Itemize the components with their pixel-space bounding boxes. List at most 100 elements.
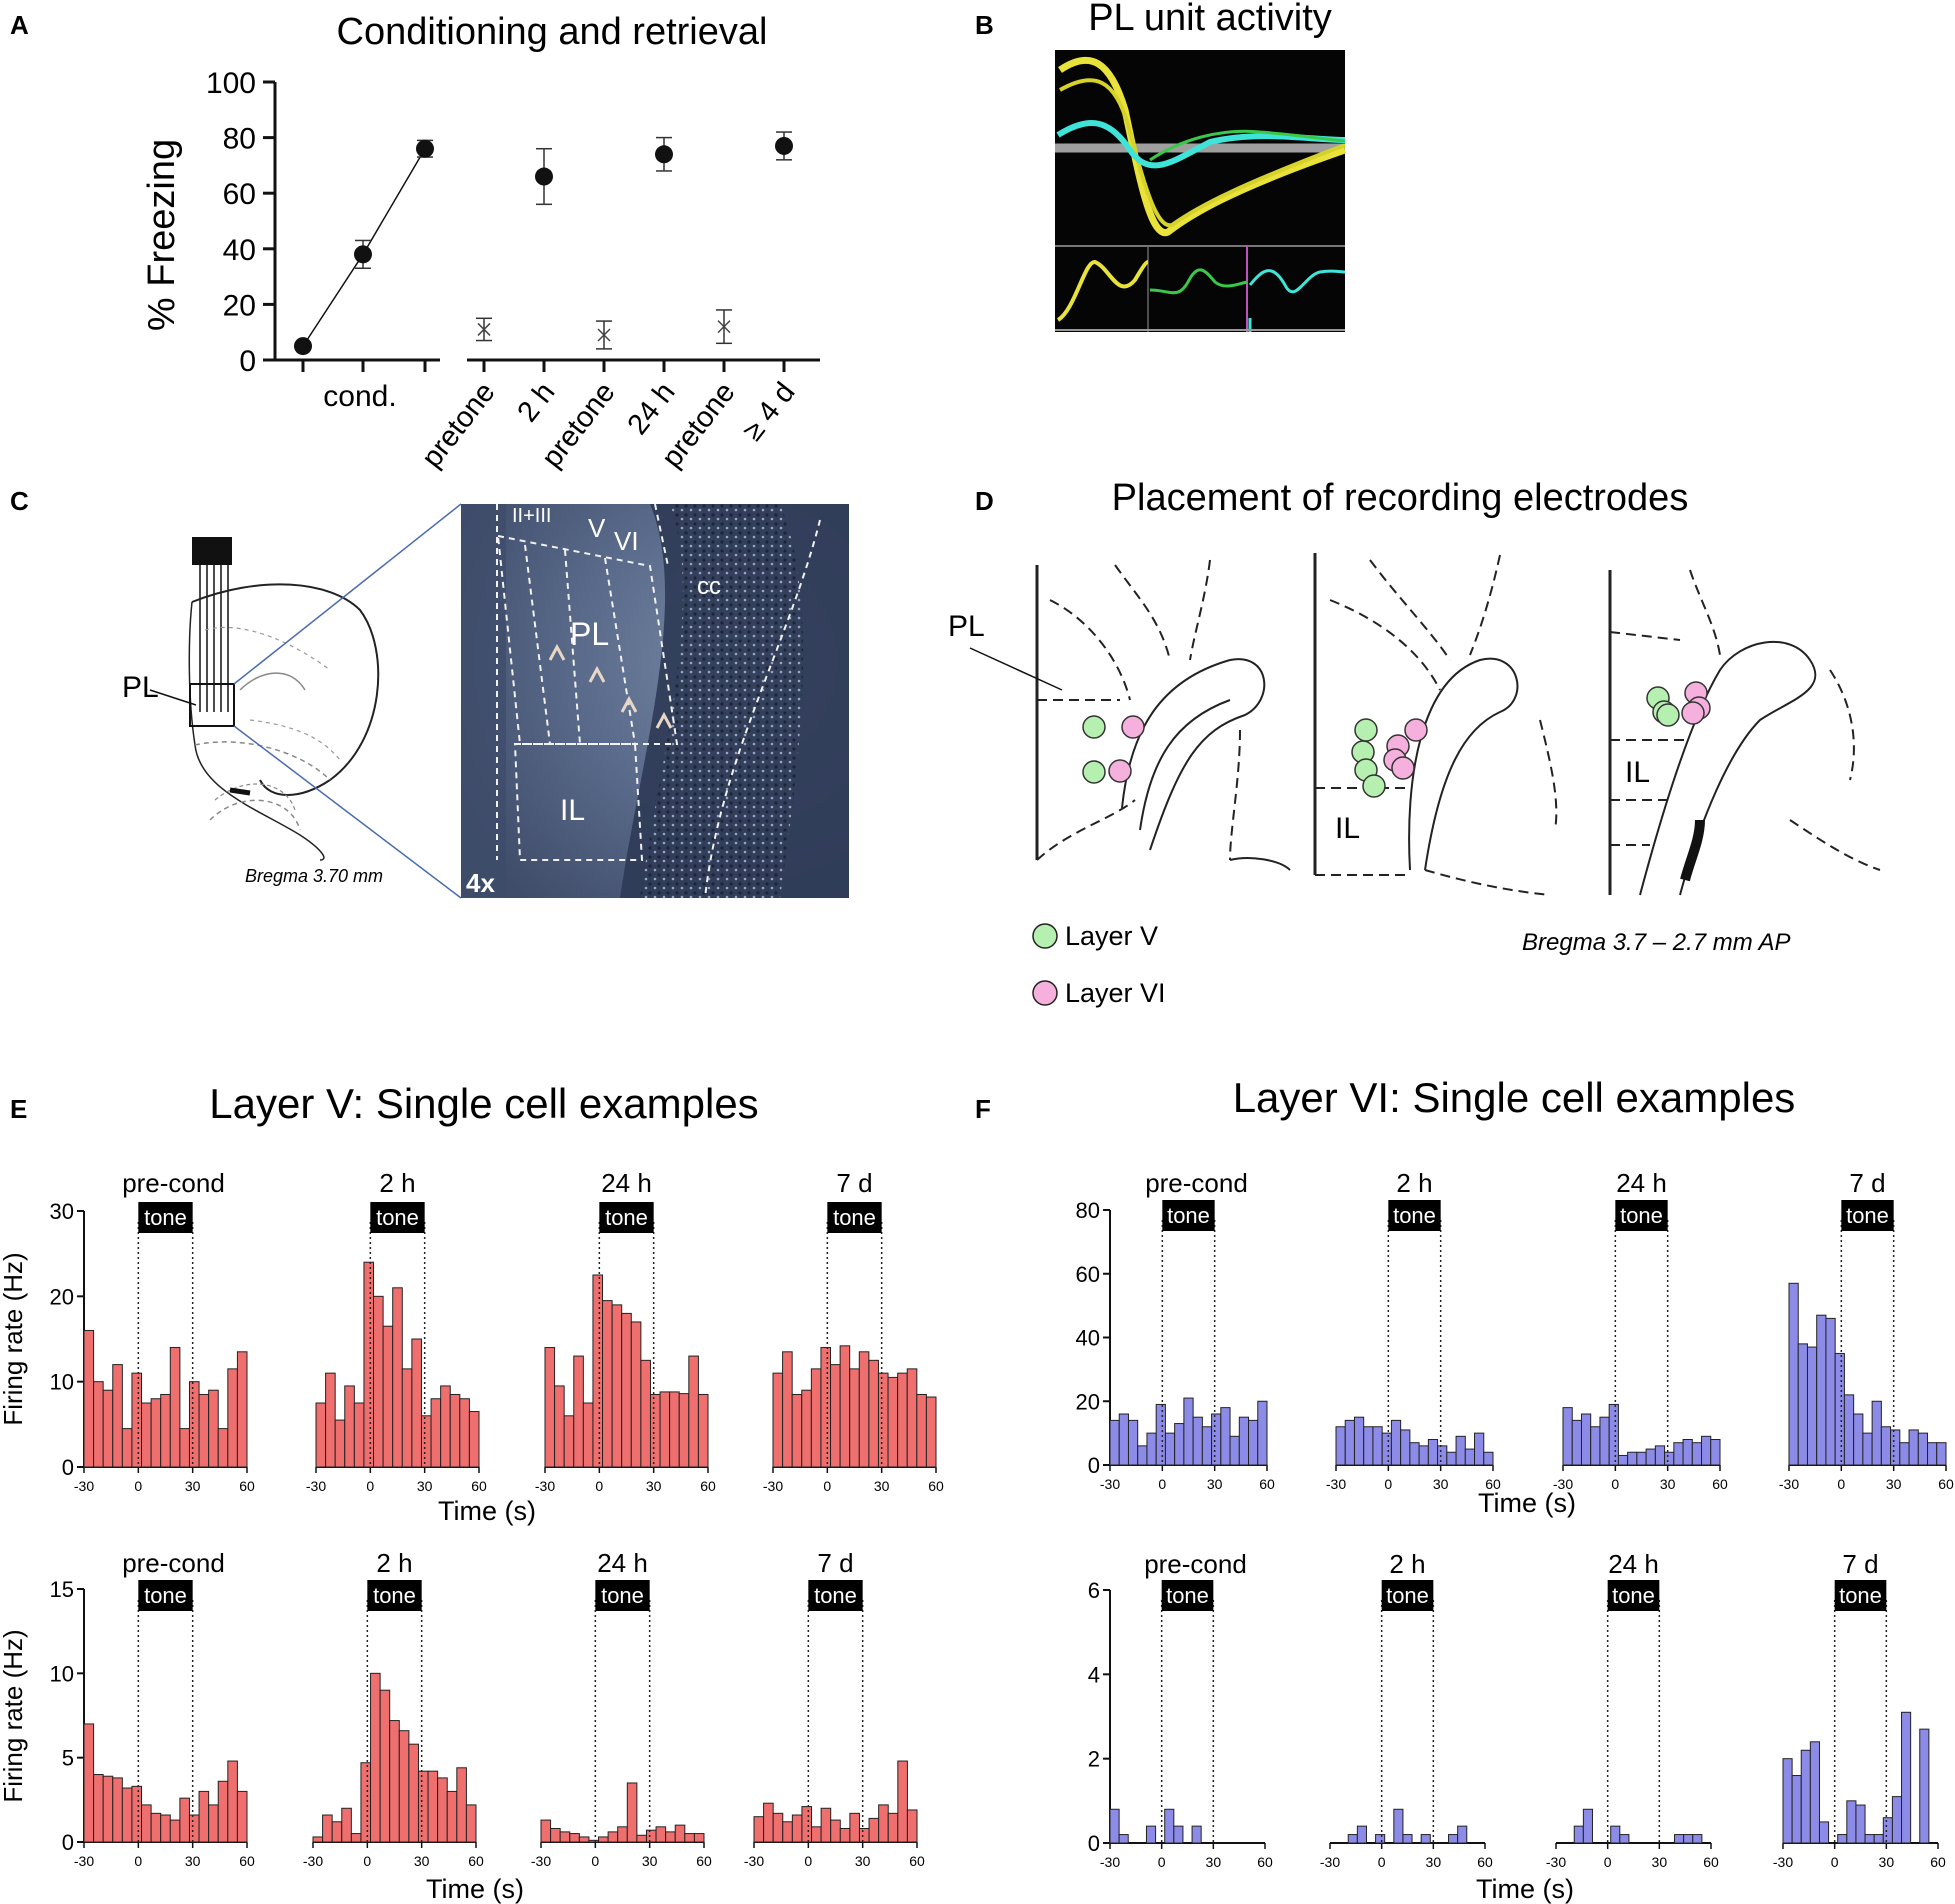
psth-E-bottom-3: -30 0 30 60 tone 7 d bbox=[744, 1548, 925, 1869]
psth-bar bbox=[1464, 1448, 1476, 1466]
psth-bar bbox=[312, 1836, 324, 1843]
panel-d-il-label-3: IL bbox=[1625, 756, 1650, 789]
psth-bar bbox=[684, 1833, 695, 1843]
psth-bar bbox=[93, 1381, 104, 1468]
psth-bar bbox=[801, 1389, 812, 1468]
psth-bar bbox=[598, 1836, 609, 1843]
electrode-dot bbox=[1108, 759, 1132, 783]
psth-bar bbox=[906, 1368, 918, 1468]
psth-x-tick-label: 30 bbox=[855, 1853, 871, 1869]
electrode-dot bbox=[1404, 718, 1428, 742]
panel-b-title: PL unit activity bbox=[1088, 0, 1332, 39]
psth-bar bbox=[916, 1393, 927, 1468]
electrode-dot bbox=[1082, 760, 1106, 784]
psth-bar bbox=[1599, 1416, 1610, 1466]
psth-bar bbox=[1192, 1416, 1203, 1466]
panel-letter-c: C bbox=[10, 486, 29, 516]
psth-bar bbox=[1474, 1432, 1485, 1466]
psth-bar bbox=[208, 1389, 219, 1468]
psth-bar bbox=[408, 1743, 419, 1843]
panel-letter-e: E bbox=[10, 1094, 27, 1124]
tone-box bbox=[1388, 1200, 1441, 1231]
panel-c: C PL Bregma 3.70 mm bbox=[10, 486, 849, 899]
psth-bar bbox=[169, 1347, 181, 1468]
psth-bar bbox=[839, 1345, 851, 1468]
psth-y-tick-label: 10 bbox=[50, 1661, 74, 1686]
tone-label: tone bbox=[1839, 1583, 1882, 1608]
psth-bar bbox=[592, 1274, 604, 1468]
psth-bar bbox=[353, 1402, 365, 1468]
tone-box bbox=[808, 1580, 863, 1611]
tone-box bbox=[1841, 1200, 1894, 1231]
psth-y-tick-label: 20 bbox=[50, 1284, 74, 1309]
psth-x-tick-label: 60 bbox=[1477, 1854, 1493, 1870]
psth-x-label: Time (s) bbox=[438, 1496, 536, 1526]
psth-bar bbox=[878, 1804, 889, 1843]
psth-bar bbox=[1871, 1400, 1882, 1466]
psth-bar bbox=[456, 1767, 467, 1843]
psth-bar bbox=[1393, 1808, 1404, 1844]
psth-bar bbox=[569, 1833, 580, 1843]
psth-bar bbox=[430, 1398, 442, 1468]
psth-bar bbox=[772, 1372, 784, 1468]
tone-box bbox=[1607, 1580, 1660, 1611]
psth-bar bbox=[573, 1355, 584, 1468]
psth-bar bbox=[1381, 1432, 1392, 1466]
psth-bar bbox=[131, 1372, 143, 1468]
psth-condition-label: 24 h bbox=[597, 1548, 648, 1578]
psth-y-tick-label: 15 bbox=[50, 1577, 74, 1602]
tone-box bbox=[827, 1202, 882, 1233]
panel-a-pretone-point bbox=[477, 322, 491, 336]
psth-bar bbox=[208, 1804, 219, 1843]
psth-bar bbox=[791, 1393, 803, 1468]
legend-label-layer-v: Layer V bbox=[1065, 921, 1158, 951]
psth-bar bbox=[1409, 1442, 1420, 1466]
psth-x-tick-label: 60 bbox=[928, 1478, 944, 1494]
psth-bar bbox=[626, 1782, 638, 1843]
psth-bar bbox=[925, 1396, 937, 1468]
panel-letter-d: D bbox=[975, 486, 994, 516]
psth-x-tick-label: -30 bbox=[1553, 1476, 1573, 1492]
psth-y-label: Firing rate (Hz) bbox=[0, 1629, 28, 1802]
panel-a-y-tick-label: 60 bbox=[223, 178, 256, 211]
tone-label: tone bbox=[1386, 1583, 1429, 1608]
psth-bar bbox=[1825, 1317, 1836, 1466]
psth-bar bbox=[830, 1364, 841, 1468]
psth-bar bbox=[1664, 1451, 1675, 1466]
psth-x-tick-label: 30 bbox=[1207, 1476, 1223, 1492]
psth-x-tick-label: 30 bbox=[1886, 1476, 1902, 1492]
psth-bar bbox=[160, 1393, 171, 1468]
psth-bar bbox=[868, 1817, 880, 1843]
psth-x-tick-label: 60 bbox=[1938, 1476, 1954, 1492]
psth-bar bbox=[839, 1828, 851, 1843]
electrode-dot bbox=[1391, 756, 1415, 780]
psth-x-tick-label: -30 bbox=[74, 1853, 94, 1869]
psth-x-tick-label: 0 bbox=[134, 1478, 142, 1494]
psth-bar bbox=[1109, 1808, 1120, 1844]
panel-d-title: Placement of recording electrodes bbox=[1112, 477, 1689, 519]
psth-bar bbox=[1418, 1445, 1429, 1466]
psth-bar bbox=[611, 1304, 623, 1468]
psth-bar bbox=[791, 1814, 803, 1843]
psth-x-tick-label: 0 bbox=[1837, 1476, 1845, 1492]
psth-bar bbox=[1455, 1435, 1466, 1466]
psth-bar bbox=[1400, 1429, 1411, 1466]
psth-x-tick-label: 60 bbox=[1257, 1854, 1273, 1870]
psth-bar bbox=[1390, 1419, 1402, 1466]
psth-bar bbox=[1420, 1834, 1431, 1844]
psth-x-tick-label: 0 bbox=[1378, 1854, 1386, 1870]
psth-x-tick-label: 60 bbox=[1485, 1476, 1501, 1492]
psth-bar bbox=[578, 1836, 590, 1843]
psth-bar bbox=[350, 1833, 362, 1843]
psth-bar bbox=[1562, 1407, 1573, 1466]
psth-x-label: Time (s) bbox=[1478, 1488, 1576, 1518]
psth-bar bbox=[315, 1402, 327, 1468]
psth-bar bbox=[1118, 1834, 1129, 1844]
psth-x-tick-label: 30 bbox=[646, 1478, 662, 1494]
psth-bar bbox=[858, 1351, 870, 1468]
psth-bar bbox=[1363, 1426, 1374, 1466]
